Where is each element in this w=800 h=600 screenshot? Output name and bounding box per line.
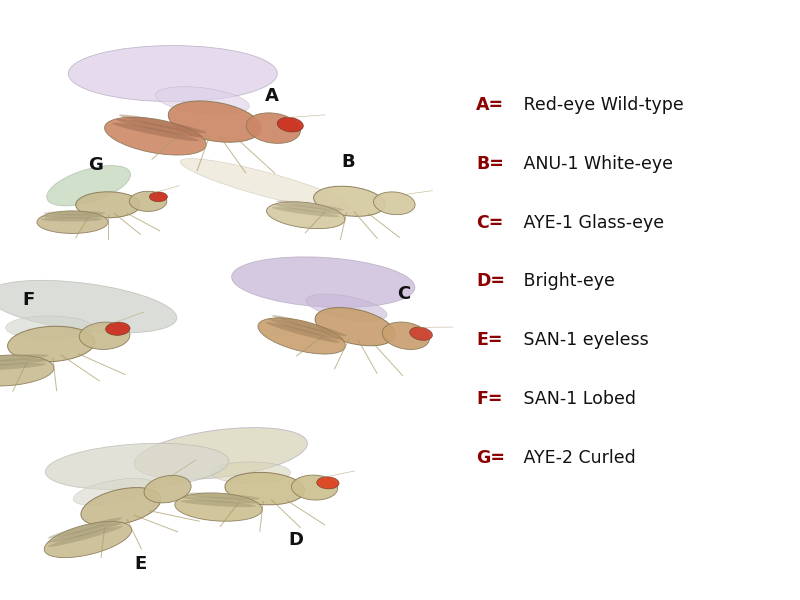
Ellipse shape [74, 478, 154, 505]
Ellipse shape [134, 428, 307, 479]
Ellipse shape [46, 166, 130, 206]
Ellipse shape [44, 211, 105, 215]
Ellipse shape [174, 493, 262, 521]
Ellipse shape [246, 113, 300, 143]
Ellipse shape [265, 322, 340, 343]
Ellipse shape [48, 517, 122, 538]
Text: Bright-eye: Bright-eye [518, 272, 614, 290]
Ellipse shape [274, 204, 342, 214]
Ellipse shape [382, 322, 430, 349]
Ellipse shape [277, 200, 344, 211]
Ellipse shape [374, 192, 415, 215]
Ellipse shape [210, 462, 290, 484]
Ellipse shape [81, 488, 161, 526]
Ellipse shape [155, 86, 250, 115]
Text: E=: E= [476, 331, 502, 349]
Text: B: B [341, 153, 355, 171]
Ellipse shape [48, 521, 122, 542]
Ellipse shape [46, 443, 229, 490]
Ellipse shape [105, 117, 206, 155]
Ellipse shape [106, 322, 130, 335]
Text: F: F [22, 291, 34, 309]
Ellipse shape [8, 326, 94, 362]
Ellipse shape [185, 493, 260, 500]
Ellipse shape [79, 322, 130, 349]
Text: G=: G= [476, 449, 505, 467]
Ellipse shape [0, 354, 49, 362]
Ellipse shape [68, 46, 278, 101]
Ellipse shape [41, 217, 102, 221]
Ellipse shape [44, 521, 132, 557]
Ellipse shape [6, 316, 93, 340]
Ellipse shape [272, 315, 346, 336]
Text: D=: D= [476, 272, 505, 290]
Ellipse shape [182, 496, 258, 503]
Text: C: C [398, 285, 410, 303]
Ellipse shape [168, 101, 261, 142]
Ellipse shape [0, 355, 54, 386]
Ellipse shape [180, 158, 350, 210]
Text: A: A [265, 87, 279, 105]
Text: SAN-1 Lobed: SAN-1 Lobed [518, 390, 636, 408]
Text: G: G [89, 156, 103, 174]
Text: AYE-1 Glass-eye: AYE-1 Glass-eye [518, 214, 664, 232]
Text: E: E [134, 555, 146, 573]
Ellipse shape [42, 214, 104, 218]
Text: Red-eye Wild-type: Red-eye Wild-type [518, 96, 683, 114]
Ellipse shape [272, 207, 339, 217]
Text: C=: C= [476, 214, 503, 232]
Ellipse shape [277, 118, 303, 132]
Ellipse shape [144, 475, 191, 503]
Ellipse shape [116, 119, 203, 137]
Ellipse shape [258, 318, 346, 354]
Text: F=: F= [476, 390, 502, 408]
Ellipse shape [0, 359, 47, 367]
Text: AYE-2 Curled: AYE-2 Curled [518, 449, 635, 467]
Ellipse shape [0, 280, 177, 333]
Ellipse shape [130, 191, 166, 211]
Ellipse shape [76, 192, 140, 218]
Text: ANU-1 White-eye: ANU-1 White-eye [518, 155, 673, 173]
Ellipse shape [225, 472, 305, 505]
Ellipse shape [269, 319, 343, 340]
Text: SAN-1 eyeless: SAN-1 eyeless [518, 331, 648, 349]
Ellipse shape [119, 115, 206, 133]
Ellipse shape [0, 363, 46, 371]
Ellipse shape [315, 308, 395, 346]
Ellipse shape [232, 257, 415, 307]
Text: D: D [289, 531, 303, 549]
Text: A=: A= [476, 96, 504, 114]
Ellipse shape [37, 211, 108, 233]
Ellipse shape [180, 500, 256, 507]
Text: B=: B= [476, 155, 504, 173]
Ellipse shape [266, 202, 345, 229]
Ellipse shape [112, 123, 199, 141]
Ellipse shape [410, 327, 433, 340]
Ellipse shape [314, 186, 385, 217]
Ellipse shape [306, 294, 387, 321]
Ellipse shape [48, 526, 123, 547]
Ellipse shape [317, 477, 339, 489]
Ellipse shape [150, 192, 167, 202]
Ellipse shape [291, 475, 338, 500]
